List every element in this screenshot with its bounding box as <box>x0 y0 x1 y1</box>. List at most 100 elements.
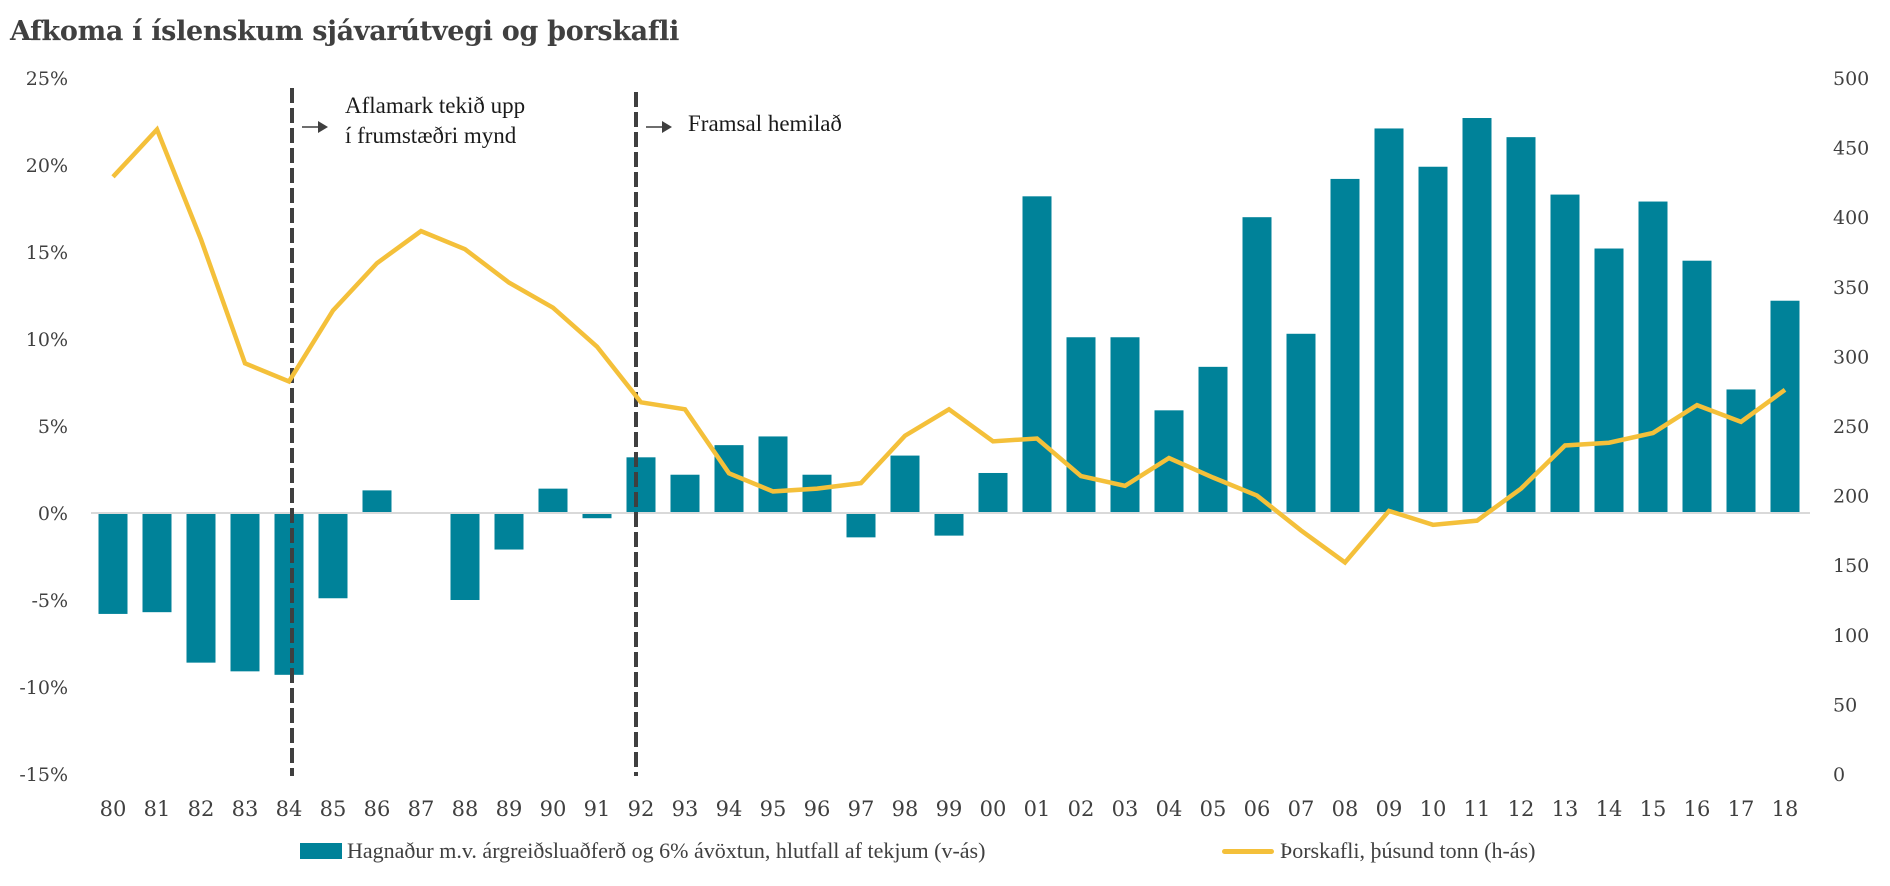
right-tick-label: 300 <box>1833 346 1869 368</box>
bar <box>1506 137 1536 513</box>
bar <box>670 474 700 513</box>
x-axis: 80 81 82 83 84 85 86 87 88 89 90 91 92 93 94 95 96 97 98 99… <box>100 797 1799 821</box>
bar <box>142 513 172 613</box>
annotations: Aflamark tekið upp í frumstæðri mynd Frams… <box>290 88 842 776</box>
right-tick-label: 50 <box>1833 694 1857 716</box>
right-tick-label: 250 <box>1833 416 1869 438</box>
x-tick-label: 80 <box>100 797 127 821</box>
bar <box>758 436 788 513</box>
x-tick-label: 18 <box>1772 797 1799 821</box>
x-tick-label: 92 <box>628 797 655 821</box>
left-axis: 25% 20% 15% 10% 5% 0% -5% -10% -15% <box>19 68 68 786</box>
right-tick-label: 200 <box>1833 486 1869 508</box>
annotation-text: í frumstæðri mynd <box>345 123 517 148</box>
bar <box>230 513 260 672</box>
right-tick-label: 100 <box>1833 625 1869 647</box>
left-tick-label: 20% <box>26 155 68 177</box>
x-tick-label: 12 <box>1508 797 1535 821</box>
annotation-text: Framsal hemilað <box>688 111 842 136</box>
bar <box>186 513 216 663</box>
x-tick-label: 14 <box>1596 797 1623 821</box>
legend-bar-label: Hagnaður m.v. árgreiðsluaðferð og 6% ávö… <box>347 838 986 863</box>
annotation-arrow-icon <box>318 121 328 133</box>
bar <box>1770 300 1800 513</box>
right-tick-label: 350 <box>1833 277 1869 299</box>
x-tick-label: 88 <box>452 797 479 821</box>
x-tick-label: 90 <box>540 797 567 821</box>
bar <box>98 513 128 614</box>
bar <box>274 513 304 675</box>
left-tick-label: -10% <box>19 677 68 699</box>
x-tick-label: 01 <box>1024 797 1051 821</box>
x-tick-label: 91 <box>584 797 611 821</box>
x-tick-label: 99 <box>936 797 963 821</box>
bar <box>1682 260 1712 513</box>
left-tick-label: -5% <box>31 590 68 612</box>
bar <box>1462 118 1492 514</box>
bar <box>846 513 876 538</box>
x-tick-label: 07 <box>1288 797 1315 821</box>
x-tick-label: 11 <box>1464 797 1491 821</box>
right-tick-label: 400 <box>1833 207 1869 229</box>
legend-bar-swatch <box>300 843 342 859</box>
bar <box>934 513 964 536</box>
x-tick-label: 87 <box>408 797 435 821</box>
bar <box>1242 217 1272 513</box>
right-tick-label: 0 <box>1833 764 1845 786</box>
x-tick-label: 09 <box>1376 797 1403 821</box>
bar <box>802 474 832 513</box>
bar <box>362 490 392 513</box>
bar <box>494 513 524 550</box>
bar <box>1594 248 1624 513</box>
x-tick-label: 85 <box>320 797 347 821</box>
bar <box>538 488 568 513</box>
bar-series <box>98 118 1800 675</box>
bar <box>1022 196 1052 513</box>
x-tick-label: 98 <box>892 797 919 821</box>
bar <box>1374 128 1404 513</box>
annotation-arrow-icon <box>662 121 672 133</box>
bar <box>1286 333 1316 513</box>
legend-item-line: Þorskafli, þúsund tonn (h-ás) <box>1222 838 1535 864</box>
x-tick-label: 02 <box>1068 797 1095 821</box>
x-tick-label: 17 <box>1728 797 1755 821</box>
x-tick-label: 10 <box>1420 797 1447 821</box>
x-tick-label: 08 <box>1332 797 1359 821</box>
x-tick-label: 97 <box>848 797 875 821</box>
line-points <box>112 129 1786 563</box>
x-tick-label: 04 <box>1156 797 1183 821</box>
left-tick-label: -15% <box>19 764 68 786</box>
x-tick-label: 83 <box>232 797 259 821</box>
x-tick-label: 89 <box>496 797 523 821</box>
right-tick-label: 450 <box>1833 138 1869 160</box>
x-tick-label: 03 <box>1112 797 1139 821</box>
bar <box>1638 201 1668 514</box>
bar <box>890 455 920 513</box>
x-tick-label: 84 <box>276 797 303 821</box>
left-tick-label: 0% <box>38 503 68 525</box>
bar <box>626 457 656 513</box>
bar <box>1330 178 1360 514</box>
bar <box>450 513 480 600</box>
x-tick-label: 82 <box>188 797 215 821</box>
bar <box>1726 389 1756 513</box>
left-tick-label: 25% <box>26 68 68 90</box>
bar <box>1550 194 1580 513</box>
x-tick-label: 06 <box>1244 797 1271 821</box>
legend-line-swatch <box>1222 848 1274 854</box>
x-tick-label: 93 <box>672 797 699 821</box>
x-tick-label: 13 <box>1552 797 1579 821</box>
x-tick-label: 95 <box>760 797 787 821</box>
bar <box>1418 166 1448 514</box>
right-tick-label: 500 <box>1833 68 1869 90</box>
x-tick-label: 15 <box>1640 797 1667 821</box>
bar <box>1066 337 1096 513</box>
left-tick-label: 15% <box>26 242 68 264</box>
x-tick-label: 81 <box>144 797 171 821</box>
x-tick-label: 94 <box>716 797 743 821</box>
right-tick-label: 150 <box>1833 555 1869 577</box>
chart-title: Afkoma í íslenskum sjávarútvegi og þorsk… <box>10 16 680 47</box>
bar <box>1198 366 1228 513</box>
